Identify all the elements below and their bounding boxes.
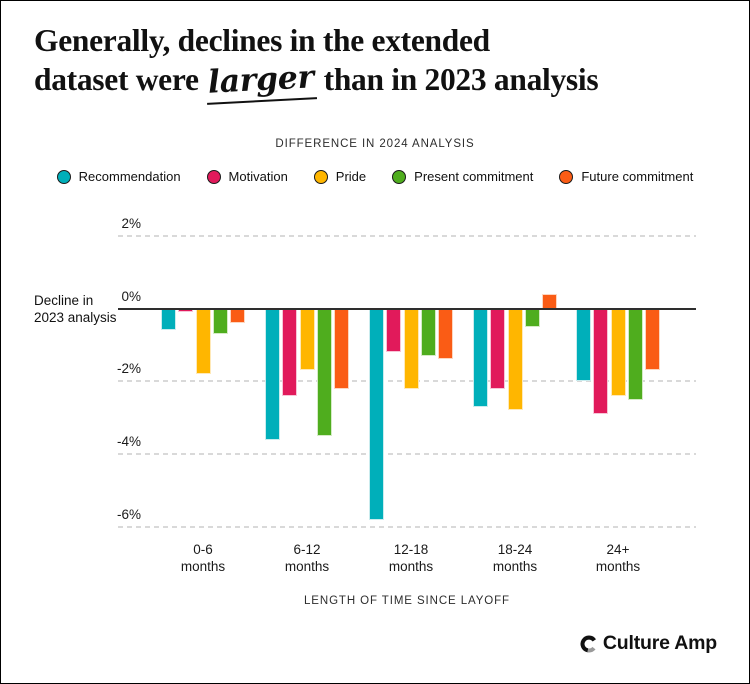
zero-annotation-line1: Decline in: [34, 293, 94, 308]
bar-future-commitment-6-12: [333, 308, 349, 389]
x-category-6-12-months: 6-12 months: [284, 542, 330, 574]
gridline--4%: [118, 453, 696, 456]
bar-future-commitment-12-18: [437, 308, 453, 360]
bar-motivation-0-6: [178, 308, 194, 313]
y-tick-0%: 0%: [121, 288, 141, 304]
culture-amp-c-icon: [580, 635, 596, 652]
bar-present-commitment-18-24: [524, 308, 540, 327]
bar-motivation-24+: [593, 308, 609, 415]
legend-dot-present-commitment: [392, 169, 407, 184]
legend-label: Motivation: [228, 169, 288, 184]
bar-pride-24+: [610, 308, 626, 396]
y-tick--4%: -4%: [116, 434, 141, 450]
legend-label: Pride: [335, 169, 367, 184]
bar-motivation-18-24: [490, 308, 506, 389]
bar-motivation-12-18: [386, 308, 402, 353]
zero-annotation-line2: 2023 analysis: [34, 309, 117, 325]
bar-pride-0-6: [195, 308, 211, 375]
bar-future-commitment-0-6: [229, 308, 245, 324]
legend-label: Recommendation: [78, 169, 181, 184]
bar-pride-12-18: [403, 308, 419, 389]
legend-item-motivation: Motivation: [206, 169, 288, 184]
culture-amp-logo: Culture Amp: [580, 632, 717, 655]
bar-recommendation-0-6: [161, 308, 177, 331]
legend-item-present-commitment: Present commitment: [392, 169, 533, 184]
x-category-24plus-months: 24+ months: [595, 542, 641, 574]
bar-future-commitment-24+: [644, 308, 660, 371]
bar-future-commitment-18-24: [541, 293, 557, 309]
gridline-2%: [118, 234, 696, 237]
bar-recommendation-12-18: [369, 308, 385, 520]
bar-present-commitment-6-12: [316, 308, 332, 436]
y-tick--2%: -2%: [116, 361, 141, 377]
legend-label: Future commitment: [581, 169, 694, 184]
bar-pride-6-12: [299, 308, 315, 371]
legend-dot-motivation: [206, 169, 221, 184]
legend-item-recommendation: Recommendation: [56, 169, 181, 184]
legend-label: Present commitment: [414, 169, 534, 184]
legend-dot-future-commitment: [559, 169, 574, 184]
x-category-18-24-months: 18-24 months: [492, 542, 538, 574]
page-title: Generally, declines in the extended data…: [34, 21, 714, 105]
y-tick--6%: -6%: [116, 506, 141, 522]
bar-present-commitment-12-18: [420, 308, 436, 356]
x-axis-title: LENGTH OF TIME SINCE LAYOFF: [304, 595, 510, 607]
x-category-12-18-months: 12-18 months: [388, 542, 434, 574]
legend-item-pride: Pride: [313, 169, 367, 184]
legend-dot-pride: [313, 169, 328, 184]
bar-present-commitment-0-6: [212, 308, 228, 334]
bar-pride-18-24: [507, 308, 523, 411]
bar-recommendation-24+: [576, 308, 592, 382]
title-line2-pre: dataset were: [34, 62, 207, 97]
bar-present-commitment-24+: [627, 308, 643, 400]
y-tick-2%: 2%: [121, 215, 141, 231]
title-line1: Generally, declines in the extended: [34, 23, 490, 58]
x-category-0-6-months: 0-6 months: [180, 542, 226, 574]
gridline--6%: [118, 525, 696, 528]
bar-motivation-6-12: [282, 308, 298, 396]
bar-recommendation-18-24: [473, 308, 489, 407]
zero-line-annotation: Decline in 2023 analysis: [34, 293, 124, 326]
legend-dot-recommendation: [56, 169, 71, 184]
chart-legend: Recommendation Motivation Pride Present …: [1, 169, 749, 184]
legend-item-future-commitment: Future commitment: [559, 169, 693, 184]
chart-subtitle: DIFFERENCE IN 2024 ANALYSIS: [275, 138, 475, 150]
title-line2-post: than in 2023 analysis: [316, 62, 599, 97]
bar-recommendation-6-12: [265, 308, 281, 440]
zero-baseline: [118, 307, 696, 310]
logo-wordmark: Culture Amp: [602, 632, 717, 654]
